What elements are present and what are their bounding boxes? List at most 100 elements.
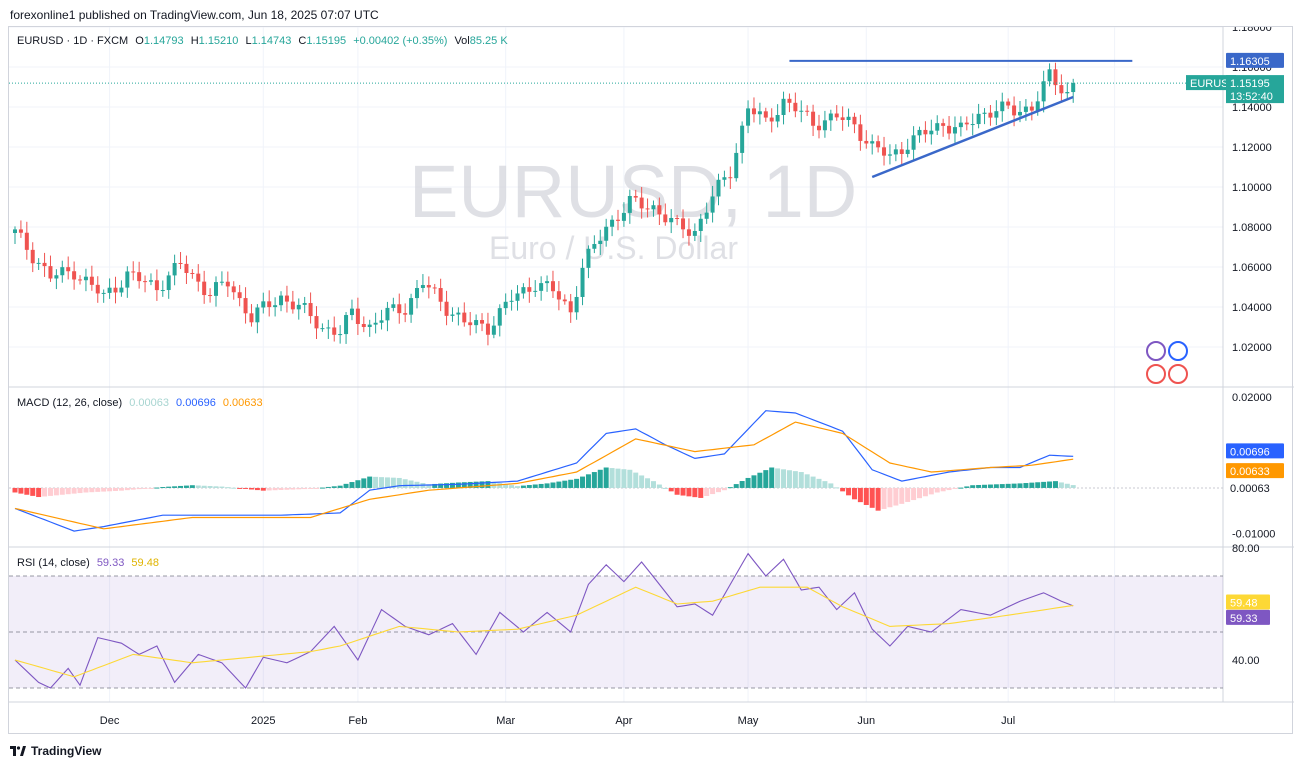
close-value: 1.15195 [306,35,347,47]
candle-body [1041,81,1046,102]
macd-histogram-bar [444,483,450,488]
candle-body [982,112,987,114]
macd-hist-tag: 0.00063 [1230,483,1270,495]
rsi-legend[interactable]: RSI (14, close) 59.33 59.48 [17,557,163,569]
candle-body [645,208,650,210]
macd-histogram-bar [798,472,804,488]
candle-body [290,301,295,310]
volume-label: Vol [454,35,470,47]
macd-histogram-bar [645,478,651,488]
tradingview-footer[interactable]: TradingView [10,744,101,758]
candle-body [1065,92,1070,94]
candle-body [681,218,686,230]
candle-body [817,125,821,131]
macd-histogram-bar [124,487,130,491]
macd-histogram-bar [219,486,225,488]
candle-body [397,304,402,314]
macd-histogram-bar [284,487,290,490]
us-flag-icon[interactable] [1146,364,1166,384]
candle-body [302,303,307,305]
candle-body [438,288,443,302]
macd-histogram-bar [757,472,763,488]
macd-histogram-bar [993,484,999,488]
candle-body [746,108,751,126]
macd-histogram-bar [970,485,976,488]
candle-body [539,283,544,291]
macd-histogram-bar [384,477,390,488]
macd-histogram-bar [1017,483,1023,488]
macd-histogram-bar [739,481,745,488]
chart-frame: 1.18000 1.16000 1.14000 1.12000 1.10000 1.080… [8,26,1294,735]
macd-histogram-bar [154,487,160,489]
macd-histogram-bar [917,487,922,499]
macd-histogram-bar [95,487,101,492]
candle-body [113,287,118,293]
footer-brand: TradingView [31,744,102,758]
macd-histogram-bar [857,487,863,503]
low-value: 1.14743 [251,35,292,47]
macd-histogram-bar [183,485,189,488]
symbol-title[interactable]: EURUSD · 1D · FXCM [17,35,129,47]
watermark-subtitle: Euro / U.S. Dollar [489,230,738,266]
candle-body [196,273,201,282]
macd-legend[interactable]: MACD (12, 26, close) 0.00063 0.00696 0.0… [17,397,267,409]
macd-histogram-bar [260,487,266,491]
candle-body [882,147,887,156]
rsi-ma-tag: 59.48 [1230,597,1258,609]
candle-body [515,293,520,301]
candle-body [202,281,207,296]
macd-histogram-bar [402,479,408,488]
candle-body [627,195,632,213]
macd-histogram-bar [1011,483,1017,488]
macd-histogram-bar [497,483,503,488]
time-axis-tick: Jun [857,715,875,727]
macd-histogram-bar [710,487,716,495]
candle-body [911,135,916,150]
candle-body [1012,105,1017,116]
candle-body [887,154,892,156]
macd-histogram-bar [107,487,113,492]
candle-body [604,226,609,241]
candle-body [373,322,378,325]
rsi-ma-line [14,586,1074,678]
low-label: L [245,35,252,47]
close-label: C [298,35,307,47]
candle-body [1018,111,1022,116]
macd-histogram-bar [816,478,822,488]
chart-canvas[interactable]: 1.180001.160001.140001.120001.100001.080… [9,27,1294,735]
macd-histogram-bar [875,487,881,511]
candle-body [852,116,857,125]
candle-body [834,113,839,118]
macd-histogram-bar [101,487,107,492]
flash-icon[interactable] [1146,341,1166,361]
candle-body [787,98,792,103]
candle-body [994,111,999,118]
macd-histogram-bar [828,483,834,488]
candle-body [734,152,739,179]
candle-body [692,230,697,236]
candle-body [822,120,827,131]
macd-histogram-bar [30,487,36,496]
macd-histogram-bar [178,485,184,488]
tradingview-logo-icon [10,746,26,756]
candle-body [42,262,47,267]
macd-histogram-bar [591,472,597,488]
macd-histogram-bar [716,487,721,493]
eu-us-flag-icon[interactable] [1168,364,1188,384]
candle-body [556,291,561,300]
globe-icon[interactable] [1168,341,1188,361]
macd-histogram-bar [597,469,603,488]
macd-histogram-bar [290,487,296,490]
macd-histogram-bar [189,485,195,488]
macd-histogram-bar [692,487,698,498]
macd-hist-value: 0.00063 [129,397,169,409]
macd-histogram-bar [846,487,852,496]
candle-body [651,205,656,210]
candle-body [710,196,715,213]
candle-body [568,301,573,313]
macd-histogram-bar [775,468,781,488]
candle-body [125,271,130,288]
candle-body [344,315,349,335]
trend-line[interactable] [871,95,1074,179]
candle-body [361,324,366,328]
